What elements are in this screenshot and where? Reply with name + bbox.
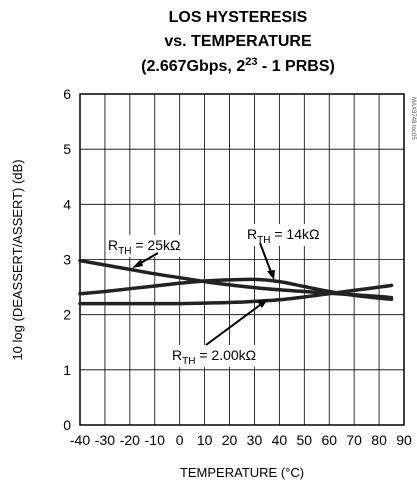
y-tick-label: 1 [63,362,71,378]
x-tick-label: 70 [346,432,362,448]
x-tick-label: -40 [70,432,90,448]
annotation-2k: RTH = 2.00kΩ [170,345,274,367]
y-axis-label: 10 log (DEASSERT/ASSERT) (dB) [10,159,25,360]
annotation-14k: RTH = 14kΩ [245,224,327,246]
chart-title-line-3-sup: 23 [245,56,257,68]
y-tick-label: 3 [63,252,71,268]
chart-title-line-3: (2.667Gbps, 223 - 1 PRBS) [141,56,335,75]
x-tick-label: 60 [321,432,337,448]
watermark: MAX3748 toc05 [410,97,416,140]
x-tick-label: 40 [272,432,288,448]
arrow-14k [260,243,271,272]
arrow-25k-head [132,259,143,268]
chart-title-line-2: vs. TEMPERATURE [164,33,312,50]
x-tick-label: 10 [197,432,213,448]
y-tick-label: 2 [63,307,71,323]
annotation-25k: RTH = 25kΩ [106,235,182,257]
x-tick-label: 30 [247,432,263,448]
y-tick-label: 4 [63,196,71,212]
series-line-2 [80,279,392,299]
x-tick-label: 90 [396,432,412,448]
x-tick-label: -10 [145,432,165,448]
x-tick-label: 50 [297,432,313,448]
y-tick-labels: 0 1 2 3 4 5 6 [63,86,71,433]
y-tick-label: 5 [63,141,71,157]
y-tick-label: 6 [63,86,71,102]
x-tick-label: 20 [222,432,238,448]
plot-grid [80,94,404,425]
chart-title-line-3-suffix: - 1 PRBS) [257,58,334,75]
x-axis-label: TEMPERATURE (°C) [180,465,304,480]
x-tick-label: 80 [371,432,387,448]
series-curves [80,261,392,304]
x-tick-label: 0 [176,432,184,448]
chart-title-line-1: LOS HYSTERESIS [169,9,308,26]
arrow-2k [206,305,260,345]
y-tick-label: 0 [63,417,71,433]
x-tick-label: -20 [120,432,140,448]
chart-title-line-3-prefix: (2.667Gbps, 2 [141,58,245,75]
x-tick-labels: -40 -30 -20 -10 0 10 20 30 40 50 60 70 80 90 [70,432,412,448]
x-tick-label: -30 [95,432,115,448]
